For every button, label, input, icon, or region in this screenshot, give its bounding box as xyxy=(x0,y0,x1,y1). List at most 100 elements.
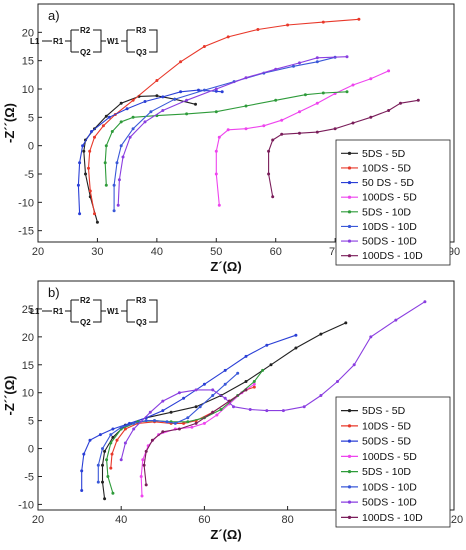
data-point xyxy=(125,107,129,111)
data-point xyxy=(267,149,271,153)
data-point xyxy=(399,101,402,105)
x-tick-label: 20 xyxy=(32,514,44,526)
data-point xyxy=(103,449,107,453)
data-point xyxy=(256,28,260,31)
circuit-label-r2: R2 xyxy=(80,296,91,305)
series-4 xyxy=(139,382,256,498)
data-point xyxy=(315,130,319,134)
data-point xyxy=(131,115,135,119)
series-5 xyxy=(105,368,265,495)
data-point xyxy=(315,60,319,64)
data-point xyxy=(161,399,165,403)
data-point xyxy=(101,463,104,467)
data-point xyxy=(179,60,183,64)
data-point xyxy=(139,475,143,478)
data-point xyxy=(182,421,186,425)
series-3 xyxy=(80,333,298,492)
data-point xyxy=(148,410,152,414)
data-point xyxy=(144,449,148,453)
data-point xyxy=(333,127,337,131)
data-point xyxy=(107,115,111,119)
data-point xyxy=(119,144,123,148)
data-point xyxy=(169,410,173,414)
data-point xyxy=(153,419,156,423)
panel-label: a) xyxy=(48,8,60,23)
data-point xyxy=(302,405,306,409)
data-point xyxy=(179,90,183,94)
data-point xyxy=(143,120,147,124)
series-7 xyxy=(116,55,349,207)
legend-entry: 10DS - 5D xyxy=(362,162,411,174)
data-point xyxy=(214,149,218,153)
series-line xyxy=(143,389,247,485)
x-tick-label: 90 xyxy=(448,246,460,258)
data-point xyxy=(351,121,355,125)
data-point xyxy=(109,441,113,445)
data-point xyxy=(244,354,248,358)
series-line xyxy=(81,334,297,491)
circuit-label-q2: Q2 xyxy=(80,318,91,327)
data-point xyxy=(115,161,119,165)
equivalent-circuit: L1 R1 R2 Q2 W1 R3 Q3 xyxy=(30,296,158,327)
data-point xyxy=(155,79,159,82)
data-point xyxy=(261,368,265,372)
data-point xyxy=(104,144,108,148)
data-point xyxy=(226,35,230,39)
data-point xyxy=(319,332,323,336)
data-point xyxy=(123,441,127,445)
series-8 xyxy=(267,98,420,199)
data-point xyxy=(81,144,85,148)
data-point xyxy=(101,480,104,484)
y-tick-label: 20 xyxy=(22,332,34,344)
data-point xyxy=(185,98,189,102)
circuit-label-l1: L1 xyxy=(30,37,40,46)
legend-swatch-marker xyxy=(347,409,352,413)
data-point xyxy=(227,399,231,403)
data-point xyxy=(194,421,198,425)
data-point xyxy=(294,346,298,350)
data-point xyxy=(177,391,181,395)
data-point xyxy=(161,109,165,112)
data-point xyxy=(244,76,248,80)
data-point xyxy=(161,95,165,99)
series-line xyxy=(215,70,389,206)
series-6 xyxy=(96,371,240,484)
data-point xyxy=(286,23,290,27)
series-line xyxy=(140,383,255,497)
legend-swatch-marker xyxy=(347,454,352,458)
x-axis-title: Z´(Ω) xyxy=(210,259,241,274)
circuit-bracket xyxy=(70,29,79,53)
y-axis-title: -Z´´(Ω) xyxy=(2,103,17,143)
data-point xyxy=(90,130,93,133)
legend-swatch-marker xyxy=(347,239,352,243)
data-point xyxy=(110,452,114,456)
y-tick-label: 10 xyxy=(22,84,34,96)
y-tick-label: -5 xyxy=(24,471,34,483)
data-point xyxy=(197,88,200,92)
circuit-bracket xyxy=(126,299,135,323)
data-point xyxy=(173,97,177,101)
data-point xyxy=(185,112,189,116)
series-line xyxy=(120,301,426,460)
data-point xyxy=(173,421,177,425)
legend-swatch-marker xyxy=(347,439,352,443)
x-tick-label: 40 xyxy=(115,514,127,526)
legend-swatch-marker xyxy=(347,180,352,185)
data-point xyxy=(281,409,285,413)
circuit-label-r2: R2 xyxy=(80,26,91,35)
legend-entry: 5DS - 10D xyxy=(362,466,411,478)
legend-entry: 100DS - 5D xyxy=(362,192,417,204)
series-2 xyxy=(87,17,361,216)
data-point xyxy=(78,212,82,216)
data-point xyxy=(82,452,86,456)
data-point xyxy=(217,203,221,207)
legend-entry: 50DS - 10D xyxy=(362,236,417,248)
data-point xyxy=(357,17,361,21)
legend-swatch-marker xyxy=(347,195,352,199)
y-tick-label: 15 xyxy=(22,56,34,68)
legend-entry: 100DS - 5D xyxy=(362,451,417,463)
data-point xyxy=(280,118,284,122)
legend-entry: 5DS - 10D xyxy=(362,206,411,218)
data-point xyxy=(336,380,339,383)
legend-swatch-marker xyxy=(347,151,352,155)
